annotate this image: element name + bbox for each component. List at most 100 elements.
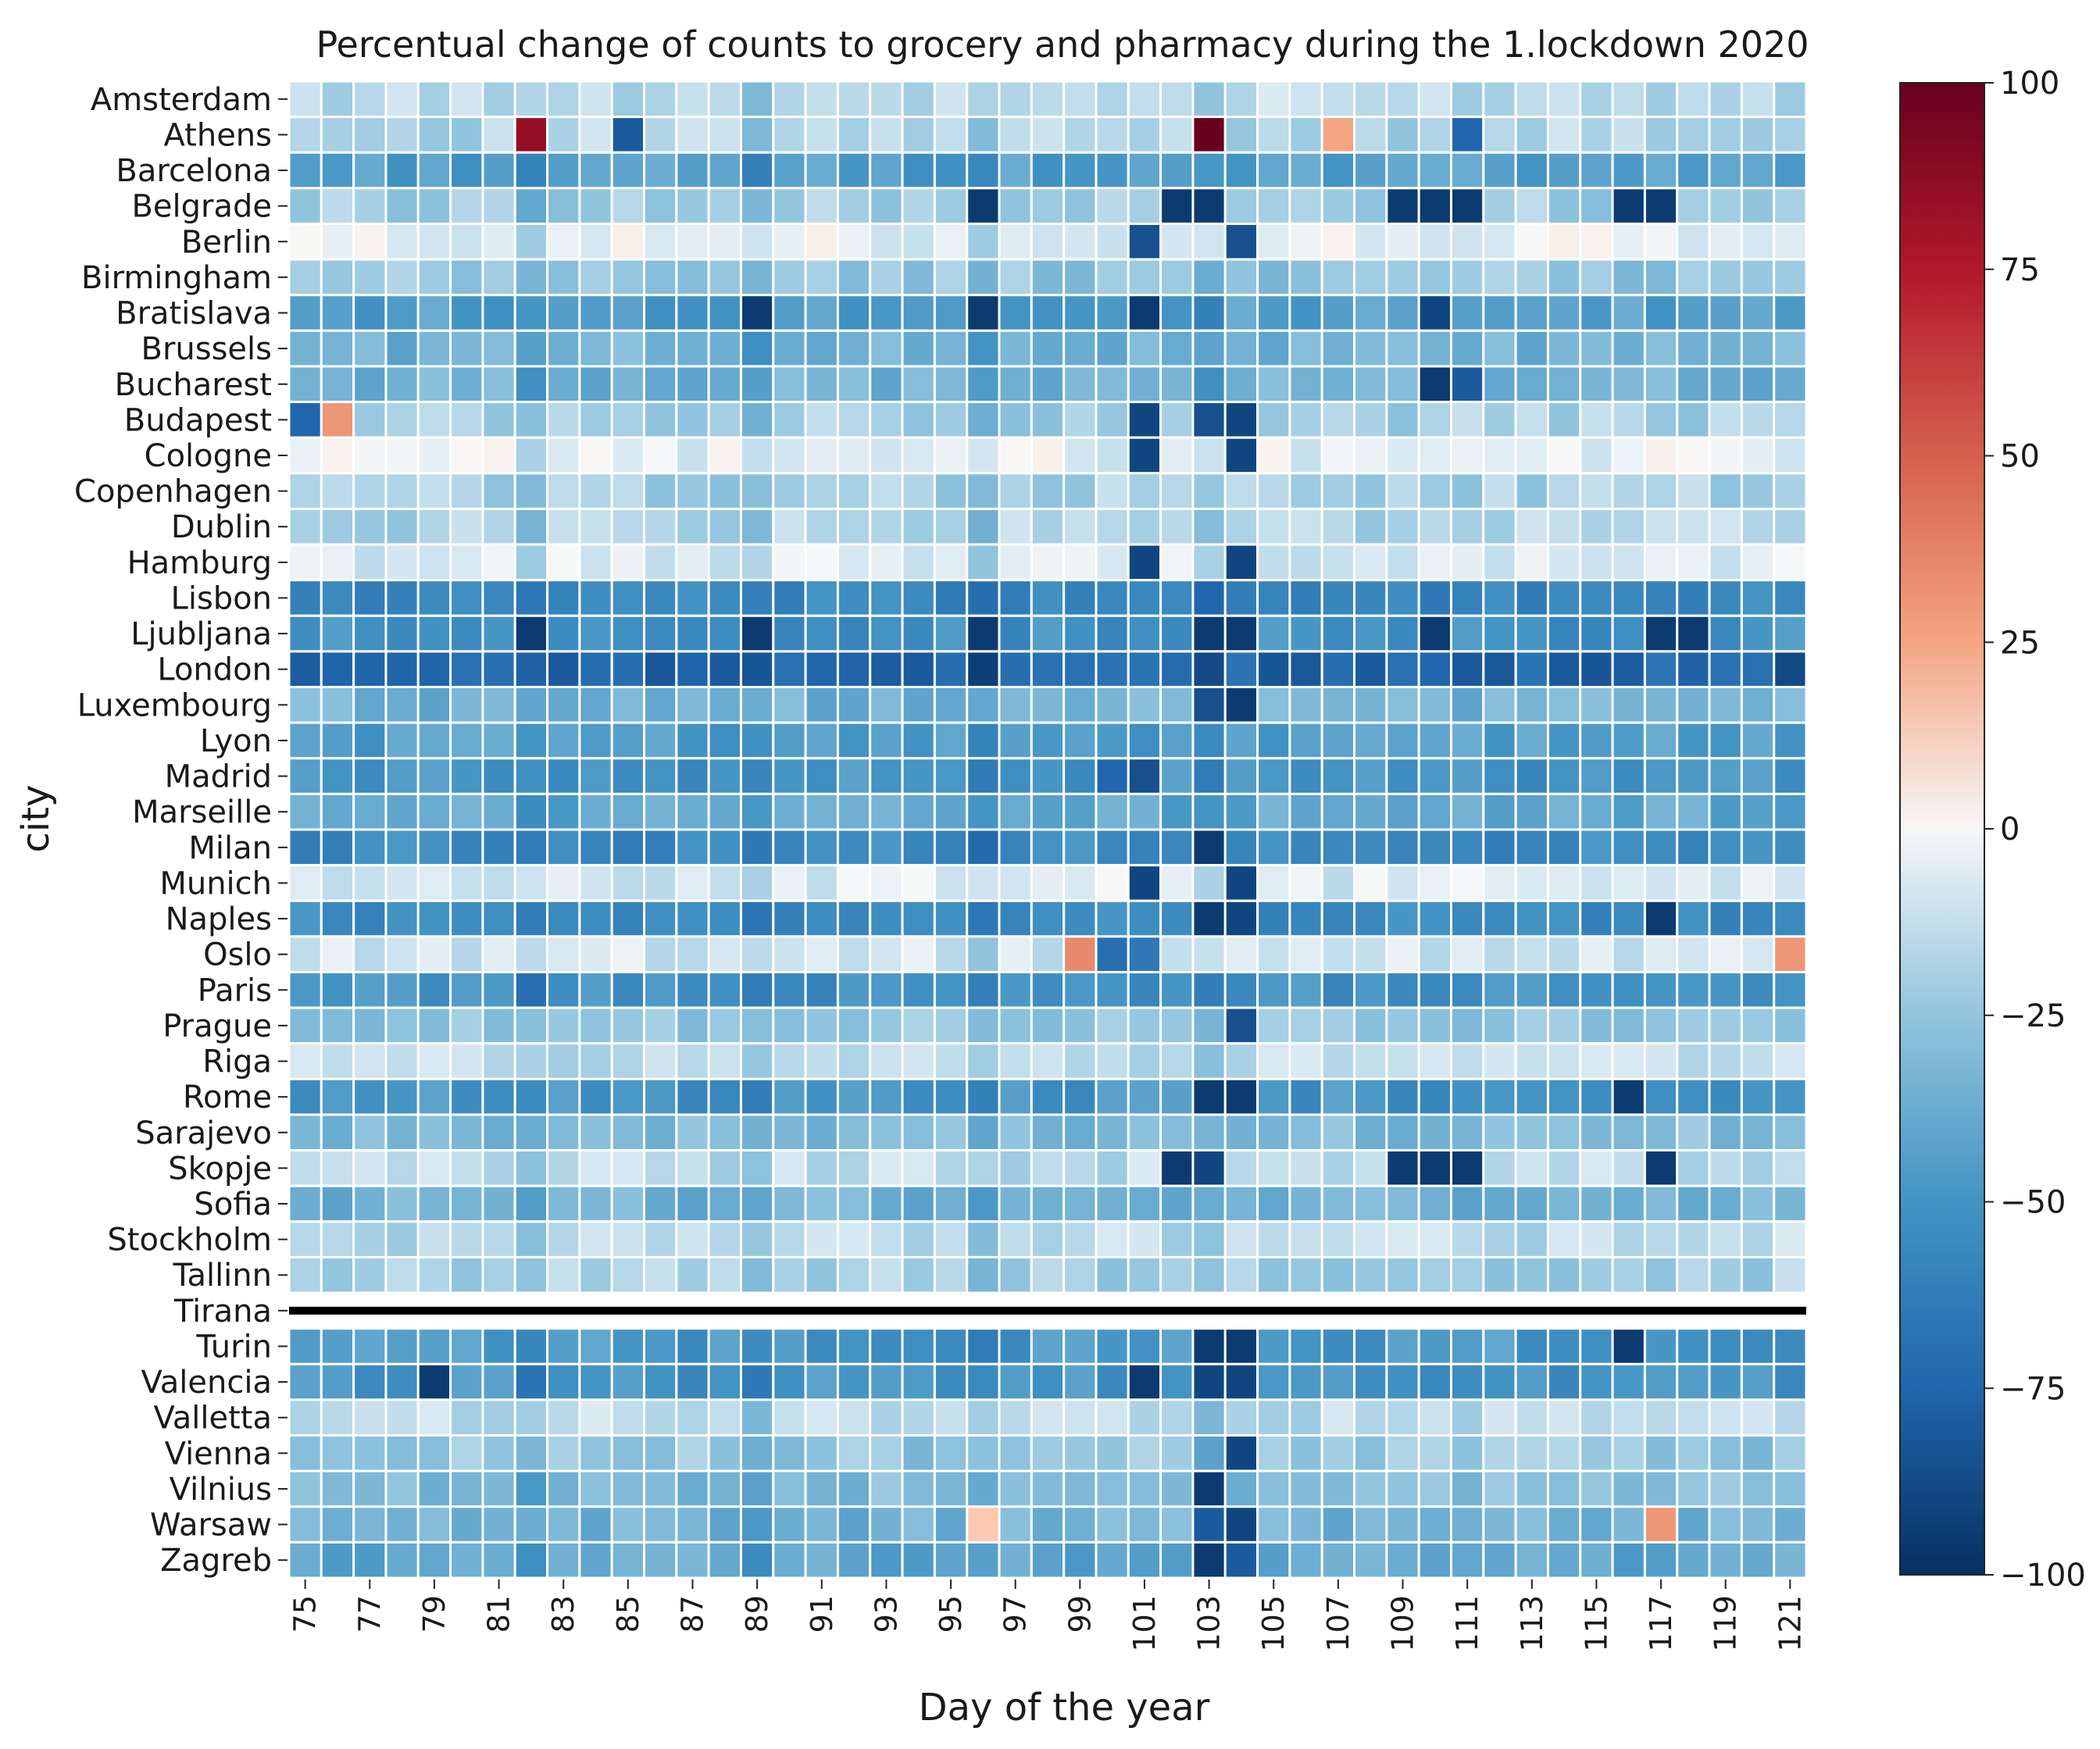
heatmap-cell — [1676, 792, 1711, 831]
heatmap-cell — [1417, 258, 1452, 297]
heatmap-cell — [481, 1255, 516, 1294]
heatmap-cell — [352, 1255, 388, 1294]
x-tick-label: 121 — [1773, 1595, 1807, 1652]
heatmap-cell — [1095, 721, 1130, 760]
heatmap-cell — [1740, 970, 1776, 1009]
heatmap-cell — [804, 1220, 839, 1258]
heatmap-cell — [1773, 543, 1808, 582]
heatmap-cell — [901, 614, 936, 653]
heatmap-cell — [1482, 1220, 1517, 1258]
y-tick-label: Hamburg — [127, 545, 272, 581]
heatmap-cell — [1062, 1255, 1098, 1294]
heatmap-cell — [966, 258, 1001, 297]
heatmap-cell — [1030, 507, 1066, 546]
heatmap-cell — [1740, 1149, 1776, 1187]
heatmap-cell — [1385, 1540, 1420, 1579]
heatmap-cell — [513, 1505, 549, 1544]
heatmap-cell — [772, 1077, 807, 1116]
heatmap-cell — [1773, 1149, 1808, 1187]
heatmap-cell — [352, 1006, 388, 1045]
heatmap-cell — [1579, 935, 1614, 973]
heatmap-cell — [578, 899, 613, 938]
heatmap-cell — [481, 828, 516, 867]
heatmap-cell — [416, 116, 452, 154]
heatmap-cell — [513, 1149, 549, 1187]
heatmap-cell — [578, 1362, 613, 1401]
heatmap-cell — [1223, 365, 1259, 404]
heatmap-cell — [1740, 543, 1776, 582]
heatmap-cell — [1030, 899, 1066, 938]
heatmap-cell — [739, 899, 775, 938]
heatmap-cell — [1740, 1042, 1776, 1080]
heatmap-cell — [1546, 1398, 1582, 1437]
heatmap-cell — [901, 1434, 936, 1472]
heatmap-cell — [804, 1505, 839, 1544]
heatmap-cell — [1417, 116, 1452, 154]
heatmap-cell — [352, 935, 388, 973]
heatmap-cell — [1740, 1327, 1776, 1365]
heatmap-cell — [1643, 1113, 1679, 1152]
heatmap-cell — [1288, 1255, 1323, 1294]
heatmap-cell — [1740, 1540, 1776, 1579]
heatmap-cell — [1546, 1149, 1582, 1187]
heatmap-cell — [610, 1398, 646, 1437]
heatmap-cell — [675, 864, 710, 902]
heatmap-cell — [1708, 1505, 1743, 1544]
heatmap-cell — [1676, 187, 1711, 225]
heatmap-cell — [352, 365, 388, 404]
heatmap-cell — [869, 828, 904, 867]
heatmap-cell — [901, 187, 936, 225]
heatmap-cell — [1062, 1434, 1098, 1472]
heatmap-cell — [352, 401, 388, 439]
heatmap-cell — [1449, 686, 1485, 724]
heatmap-cell — [998, 721, 1033, 760]
heatmap-cell — [1676, 828, 1711, 867]
heatmap-cell — [1676, 1469, 1711, 1508]
heatmap-cell — [1417, 507, 1452, 546]
heatmap-cell — [1643, 757, 1679, 795]
heatmap-cell — [1320, 329, 1356, 368]
heatmap-cell — [869, 1006, 904, 1045]
heatmap-cell — [998, 792, 1033, 831]
heatmap-cell — [836, 864, 872, 902]
heatmap-cell — [1611, 792, 1646, 831]
heatmap-cell — [804, 543, 839, 582]
heatmap-cell — [352, 792, 388, 831]
heatmap-cell — [1740, 1184, 1776, 1223]
heatmap-cell — [610, 507, 646, 546]
heatmap-cell — [1353, 1540, 1388, 1579]
heatmap-cell — [1127, 80, 1162, 119]
heatmap-cell — [288, 1469, 323, 1508]
heatmap-cell — [1611, 294, 1646, 332]
heatmap-cell — [772, 899, 807, 938]
heatmap-cell — [643, 543, 678, 582]
heatmap-cell — [288, 1042, 323, 1080]
heatmap-cell — [1320, 1505, 1356, 1544]
heatmap-cell — [1708, 579, 1743, 617]
heatmap-cell — [901, 828, 936, 867]
heatmap-cell — [481, 792, 516, 831]
heatmap-cell — [1127, 1184, 1162, 1223]
heatmap-cell — [1514, 864, 1549, 902]
heatmap-cell — [772, 436, 807, 475]
heatmap-cell — [1095, 864, 1130, 902]
heatmap-cell — [1223, 401, 1259, 439]
heatmap-cell — [1643, 828, 1679, 867]
heatmap-cell — [1482, 1149, 1517, 1187]
heatmap-cell — [1546, 757, 1582, 795]
heatmap-cell — [1062, 80, 1098, 119]
heatmap-cell — [610, 792, 646, 831]
heatmap-cell — [1676, 899, 1711, 938]
heatmap-cell — [1385, 543, 1420, 582]
heatmap-cell — [546, 1540, 581, 1579]
heatmap-cell — [1514, 187, 1549, 225]
heatmap-cell — [901, 1077, 936, 1116]
heatmap-cell — [481, 1077, 516, 1116]
x-tick-label: 99 — [1062, 1595, 1097, 1633]
y-tick-label: Athens — [164, 117, 273, 153]
heatmap-cell — [1256, 80, 1291, 119]
heatmap-cell — [546, 116, 581, 154]
heatmap-cell — [1417, 970, 1452, 1009]
heatmap-cell — [288, 329, 323, 368]
heatmap-cell — [1385, 970, 1420, 1009]
